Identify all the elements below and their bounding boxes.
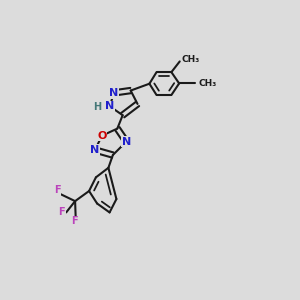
- Text: N: N: [109, 88, 119, 98]
- Text: N: N: [105, 101, 115, 111]
- Text: F: F: [71, 216, 77, 226]
- Text: F: F: [54, 185, 61, 195]
- Text: H: H: [93, 102, 101, 112]
- Text: N: N: [122, 137, 131, 147]
- Text: N: N: [90, 145, 100, 155]
- Text: CH₃: CH₃: [181, 56, 200, 64]
- Text: CH₃: CH₃: [198, 79, 216, 88]
- Text: F: F: [58, 207, 65, 217]
- Text: O: O: [97, 131, 106, 141]
